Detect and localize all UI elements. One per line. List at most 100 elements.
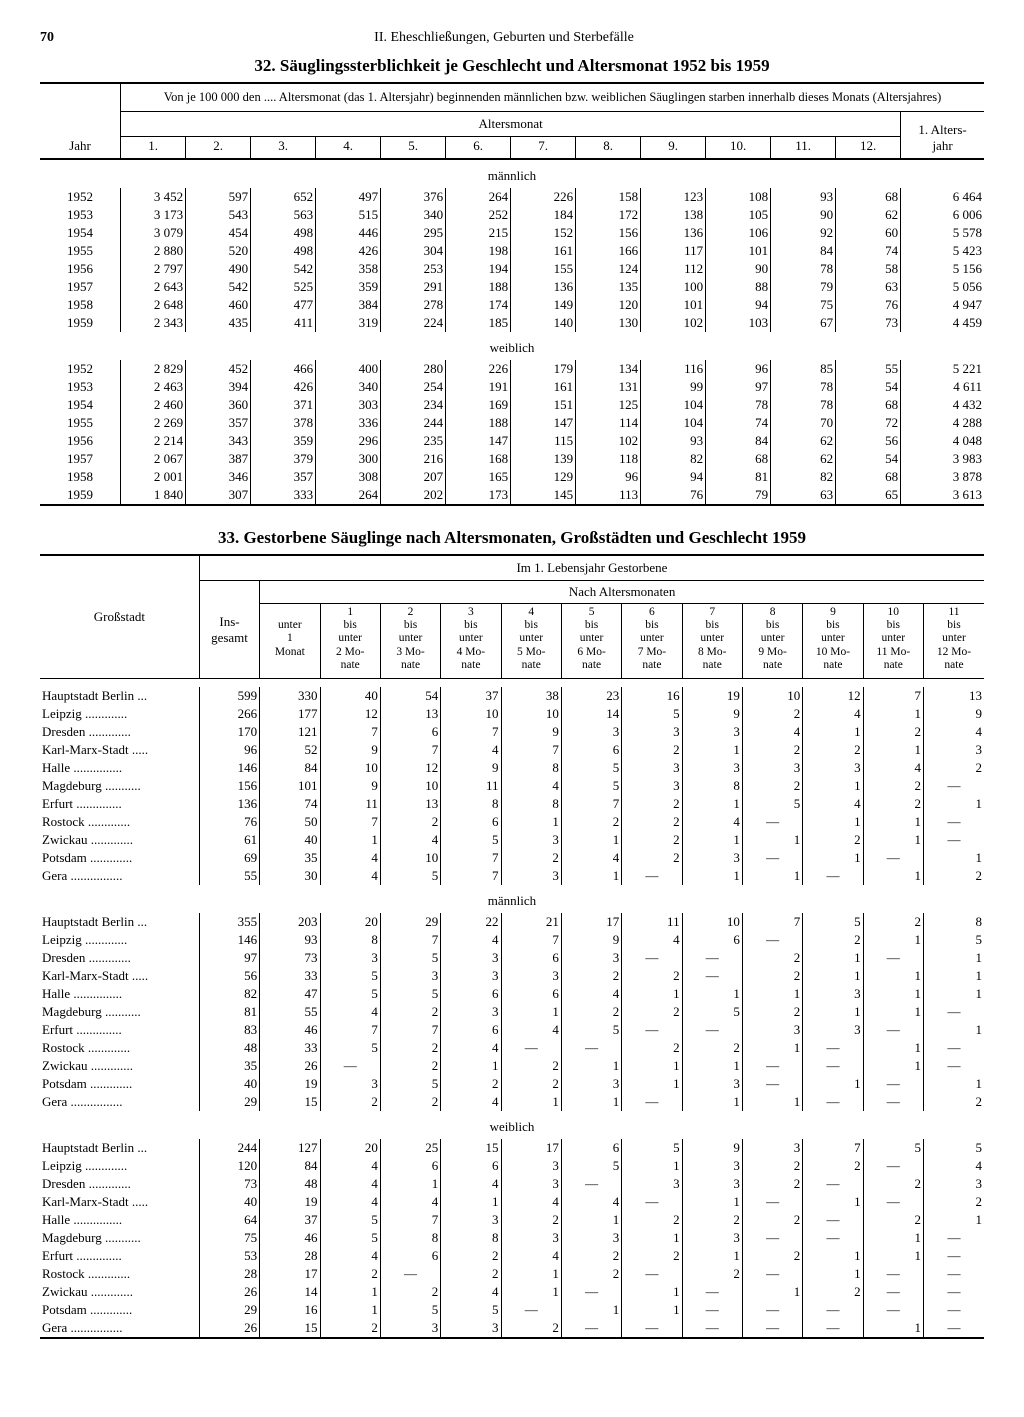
total-cell: 244 [199,1139,259,1157]
city-cell: Hauptstadt Berlin ... [40,1139,199,1157]
age-col-header-6: 6 bis unter 7 Mo- nate [622,604,682,679]
value-cell: 498 [251,224,316,242]
value-cell: 542 [251,260,316,278]
value-cell: 131 [576,378,641,396]
value-cell: 1 [501,1283,561,1301]
value-cell: 10 [501,705,561,723]
value-cell: 20 [320,1139,380,1157]
value-cell: 46 [260,1021,320,1039]
total-cell: 69 [199,849,259,867]
value-cell: 3 [742,1021,802,1039]
value-cell: 40 [260,831,320,849]
value-cell: 5 [320,1039,380,1057]
section-label: männlich [40,885,984,913]
table32-title: 32. Säuglingssterblichkeit je Geschlecht… [40,56,984,76]
value-cell: 1 [742,1283,802,1301]
value-cell: 4 [320,1175,380,1193]
value-cell: 384 [316,296,381,314]
value-cell: — [923,1229,984,1247]
value-cell: 2 [742,705,802,723]
total-cell: 40 [199,1193,259,1211]
value-cell: 1 [863,705,923,723]
value-cell: 82 [641,450,706,468]
value-cell: 226 [446,360,511,378]
value-cell: 188 [446,414,511,432]
value-cell: 1 [622,1283,682,1301]
value-cell: 5 [380,949,440,967]
value-cell: 147 [446,432,511,450]
value-cell: 5 [380,867,440,885]
value-cell: 81 [706,468,771,486]
value-cell: 74 [836,242,901,260]
value-cell: 8 [501,795,561,813]
value-cell: 93 [641,432,706,450]
value-cell: 7 [380,931,440,949]
total-cell: 55 [199,867,259,885]
value-cell: 1 [863,967,923,985]
value-cell: — [923,1301,984,1319]
value-cell: 1 [561,831,621,849]
value-cell: 4 [501,1247,561,1265]
year-total: 5 423 [901,242,984,260]
value-cell: 2 797 [121,260,186,278]
value-cell: 394 [186,378,251,396]
value-cell: 135 [576,278,641,296]
value-cell: 5 [622,705,682,723]
value-cell: 54 [836,450,901,468]
year-total: 6 006 [901,206,984,224]
year-total: 4 432 [901,396,984,414]
city-cell: Hauptstadt Berlin ... [40,913,199,931]
section-label: männlich [40,159,984,188]
value-cell: 1 [863,1247,923,1265]
city-cell: Hauptstadt Berlin ... [40,687,199,705]
value-cell: 9 [320,741,380,759]
total-cell: 64 [199,1211,259,1229]
value-cell: 7 [501,741,561,759]
value-cell: 22 [441,913,501,931]
value-cell: 2 460 [121,396,186,414]
value-cell: 94 [641,468,706,486]
value-cell: 295 [381,224,446,242]
city-cell: Gera ................ [40,1093,199,1111]
value-cell: 226 [511,188,576,206]
value-cell: 94 [706,296,771,314]
value-cell: 74 [260,795,320,813]
value-cell: 8 [501,759,561,777]
value-cell: — [863,1157,923,1175]
city-cell: Erfurt .............. [40,795,199,813]
value-cell: 155 [511,260,576,278]
age-col-header-11: 11 bis unter 12 Mo- nate [923,604,984,679]
value-cell: 102 [641,314,706,332]
value-cell: 17 [561,913,621,931]
value-cell: 2 [320,1093,380,1111]
value-cell: 498 [251,242,316,260]
value-cell: 4 [501,1193,561,1211]
value-cell: 68 [706,450,771,468]
value-cell: 216 [381,450,446,468]
value-cell: 244 [381,414,446,432]
value-cell: 1 [863,931,923,949]
city-cell: Magdeburg ........... [40,1003,199,1021]
value-cell: 19 [260,1193,320,1211]
value-cell: 96 [706,360,771,378]
value-cell: 1 [441,1057,501,1075]
value-cell: 17 [501,1139,561,1157]
total-cell: 28 [199,1265,259,1283]
value-cell: 101 [641,296,706,314]
value-cell: 1 [380,1175,440,1193]
value-cell: 1 [923,849,984,867]
value-cell: — [923,1319,984,1338]
value-cell: 3 173 [121,206,186,224]
value-cell: 3 [742,1139,802,1157]
year-cell: 1955 [40,414,121,432]
value-cell: — [742,1319,802,1338]
value-cell: 3 [441,949,501,967]
year-cell: 1955 [40,242,121,260]
value-cell: — [923,1283,984,1301]
age-col-header-0: unter 1 Monat [260,604,320,679]
value-cell: 21 [501,913,561,931]
city-cell: Karl-Marx-Stadt ..... [40,741,199,759]
value-cell: 3 [561,949,621,967]
total-cell: 136 [199,795,259,813]
city-cell: Halle ............... [40,985,199,1003]
